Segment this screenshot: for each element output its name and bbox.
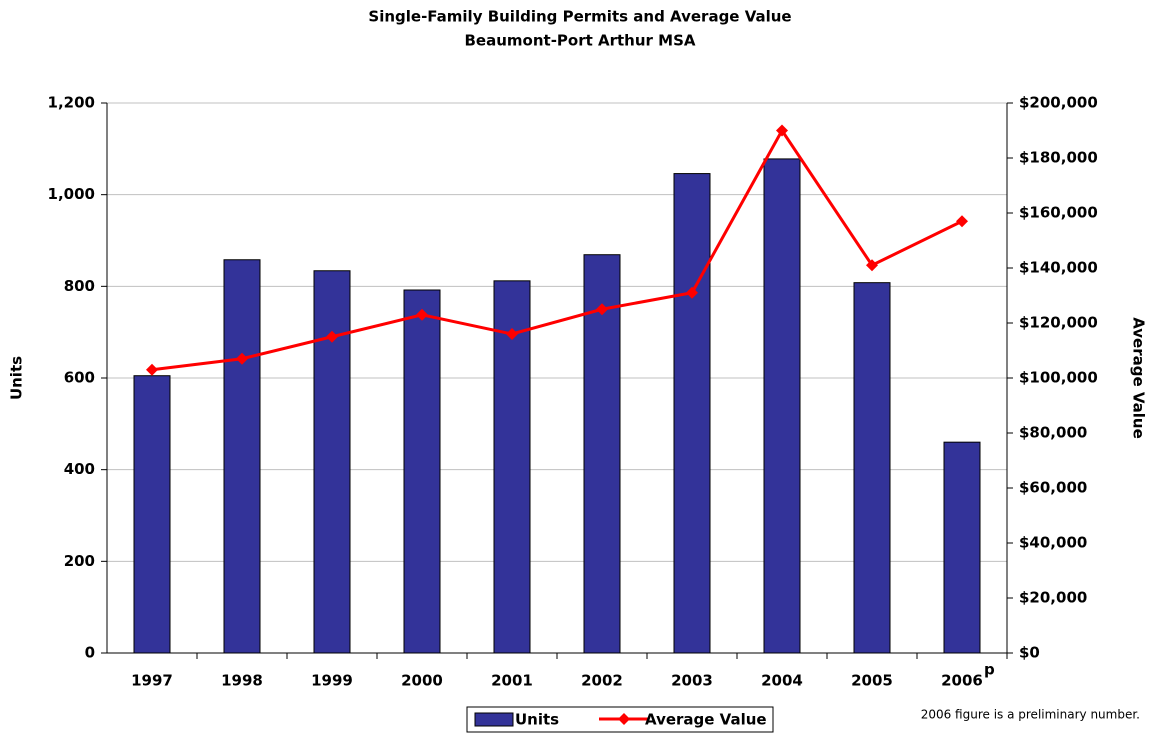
marker xyxy=(956,215,968,228)
y-tick-label: 0 xyxy=(85,644,95,662)
legend-swatch xyxy=(618,713,630,725)
marker xyxy=(416,308,428,321)
chart-subtitle: Beaumont-Port Arthur MSA xyxy=(465,32,696,50)
marker xyxy=(146,363,158,376)
bar xyxy=(673,173,711,654)
x-tick-label: 2004 xyxy=(761,672,803,690)
y-tick-label: 1,000 xyxy=(48,185,95,203)
marker xyxy=(236,352,248,365)
x-tick-label: 2000 xyxy=(401,672,443,690)
y-tick-label: 200 xyxy=(64,552,95,570)
y-axis-label: Units xyxy=(8,356,26,400)
y2-tick-label: $180,000 xyxy=(1019,149,1098,167)
bar xyxy=(853,282,891,654)
legend-label: Average Value xyxy=(645,711,767,729)
marker xyxy=(326,330,338,343)
y2-tick-label: $60,000 xyxy=(1019,479,1087,497)
legend-label: Units xyxy=(515,711,559,729)
y-tick-label: 400 xyxy=(64,460,95,478)
superscript: p xyxy=(984,661,995,679)
y2-tick-label: $40,000 xyxy=(1019,534,1087,552)
y2-axis-label: Average Value xyxy=(1130,317,1148,439)
y2-tick-label: $140,000 xyxy=(1019,259,1098,277)
marker xyxy=(866,259,878,272)
bar xyxy=(313,270,351,654)
bar xyxy=(583,254,621,654)
legend-swatch xyxy=(474,712,514,727)
x-tick-label: 1999 xyxy=(311,672,353,690)
bar xyxy=(223,259,261,654)
y-tick-label: 800 xyxy=(64,277,95,295)
x-tick-label: 2003 xyxy=(671,672,713,690)
marker xyxy=(776,124,788,137)
y2-tick-label: $20,000 xyxy=(1019,589,1087,607)
bar xyxy=(403,289,441,654)
footnote: 2006 figure is a preliminary number. xyxy=(921,708,1140,722)
y2-tick-label: $200,000 xyxy=(1019,94,1098,112)
line xyxy=(151,127,963,372)
bar xyxy=(763,158,801,654)
marker xyxy=(686,286,698,299)
bar xyxy=(943,441,981,654)
y2-tick-label: $120,000 xyxy=(1019,314,1098,332)
x-tick-label: 2002 xyxy=(581,672,623,690)
y-tick-label: 1,200 xyxy=(48,94,95,112)
x-tick-label: 1997 xyxy=(131,672,173,690)
y-tick-label: 600 xyxy=(64,369,95,387)
y2-tick-label: $100,000 xyxy=(1019,369,1098,387)
x-tick-label: 2001 xyxy=(491,672,533,690)
x-tick-label: 2005 xyxy=(851,672,893,690)
bar xyxy=(493,280,531,654)
bar xyxy=(133,375,171,654)
x-tick-label: 2006 xyxy=(941,672,983,690)
chart-title: Single-Family Building Permits and Avera… xyxy=(368,8,791,26)
y2-tick-label: $80,000 xyxy=(1019,424,1087,442)
marker xyxy=(596,303,608,316)
x-tick-label: 1998 xyxy=(221,672,263,690)
marker xyxy=(506,328,518,340)
y2-tick-label: $160,000 xyxy=(1019,204,1098,222)
y2-tick-label: $0 xyxy=(1019,644,1040,662)
